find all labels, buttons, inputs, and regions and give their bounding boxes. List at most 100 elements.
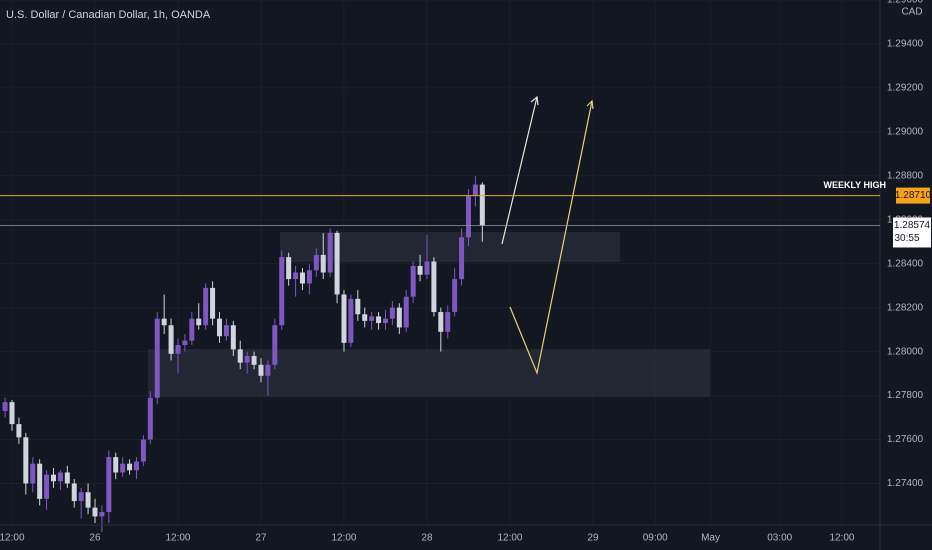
candle-body [161, 318, 167, 326]
candle-body [334, 232, 340, 295]
candle-body [306, 270, 312, 284]
y-tick-label: 1.29400 [887, 39, 924, 50]
candle-body [424, 261, 430, 275]
candle-body [417, 265, 423, 275]
candle-body [106, 457, 112, 513]
candle-body [2, 402, 8, 411]
candle-body [71, 483, 77, 502]
candle-body [279, 257, 285, 326]
current-price-label: 1.28574 [894, 220, 931, 231]
candle-body [44, 474, 50, 499]
candle-body [258, 364, 264, 376]
candle-body [99, 512, 105, 517]
candle-body [189, 318, 195, 341]
candle-body [251, 356, 257, 365]
drawings [148, 232, 710, 397]
candle-body [431, 261, 437, 313]
candle-body [30, 463, 36, 484]
x-tick-label: 12:00 [331, 533, 356, 544]
candle-body [78, 492, 84, 502]
currency-label: CAD [901, 7, 922, 18]
candle-body [210, 287, 216, 319]
x-tick-label: 12:00 [497, 533, 522, 544]
candle-body [140, 439, 146, 462]
candle-body [445, 312, 451, 332]
candle-body [203, 287, 209, 326]
price-tag [896, 187, 930, 204]
candle-body [410, 265, 416, 297]
candle-body [299, 272, 305, 284]
arrow-head [586, 99, 594, 110]
candle-body [403, 296, 409, 328]
candle-body [369, 316, 375, 321]
x-tick-label: May [701, 533, 720, 544]
candle-body [376, 316, 382, 324]
candle-body [479, 184, 485, 226]
candle-body [196, 318, 202, 326]
candle-body [57, 472, 63, 482]
candle-body [50, 474, 56, 482]
y-tick-label: 1.29600 [887, 0, 924, 6]
arrow [509, 100, 593, 376]
candle-body [9, 402, 15, 425]
candle-body [37, 463, 43, 499]
y-tick-label: 1.29200 [887, 83, 924, 94]
candle-body [223, 325, 229, 337]
y-tick-label: 1.27800 [887, 390, 924, 401]
candle-body [85, 492, 91, 508]
candle-body [244, 356, 250, 363]
candle-body [355, 298, 361, 315]
candle-body [154, 318, 160, 398]
price-line-label: WEEKLY HIGH [823, 180, 886, 190]
candle-body [92, 507, 98, 517]
y-tick-label: 1.27600 [887, 434, 924, 445]
candle-body [472, 184, 478, 196]
y-tick-label: 1.28400 [887, 258, 924, 269]
candle-body [182, 340, 188, 346]
candle-body [362, 314, 368, 321]
candle-body [120, 463, 126, 473]
arrow [501, 96, 538, 245]
y-tick-label: 1.28000 [887, 346, 924, 357]
candle-body [237, 349, 243, 363]
candle-body [313, 254, 319, 271]
x-tick-label: 27 [255, 533, 267, 544]
candle-body [286, 257, 292, 280]
candle-body [64, 472, 70, 484]
series [2, 175, 485, 532]
arrows [501, 95, 594, 376]
x-tick-label: 26 [89, 533, 101, 544]
x-tick-label: 29 [587, 533, 599, 544]
y-tick-label: 1.27400 [887, 478, 924, 489]
candle-body [341, 294, 347, 343]
candle-body [320, 254, 326, 273]
candle-body [265, 364, 271, 376]
candle-body [230, 325, 236, 350]
candle-body [438, 312, 444, 332]
candle-body [348, 298, 354, 343]
y-tick-label: 1.28200 [887, 302, 924, 313]
candle-body [465, 195, 471, 238]
candle-body [23, 437, 29, 484]
candle-body [272, 325, 278, 365]
arrow-head [530, 95, 539, 106]
candle-body [113, 457, 119, 473]
price-tag-label: 1.28710 [895, 190, 932, 201]
candle-body [382, 318, 388, 324]
y-tick-label: 1.28800 [887, 170, 924, 181]
chart-title: U.S. Dollar / Canadian Dollar, 1h, OANDA [6, 9, 211, 21]
candle-body [452, 279, 458, 313]
candle-body [16, 424, 22, 438]
x-tick-label: 03:00 [767, 533, 792, 544]
support-zone [148, 349, 710, 397]
candle-body [147, 397, 153, 440]
x-tick-label: 28 [421, 533, 433, 544]
candle-body [389, 307, 395, 319]
y-tick-label: 1.29000 [887, 126, 924, 137]
candle-body [127, 463, 133, 471]
current-price-tag [893, 217, 931, 248]
x-tick-label: 12:00 [829, 533, 854, 544]
candle-body [327, 232, 333, 273]
x-tick-label: 09:00 [643, 533, 668, 544]
